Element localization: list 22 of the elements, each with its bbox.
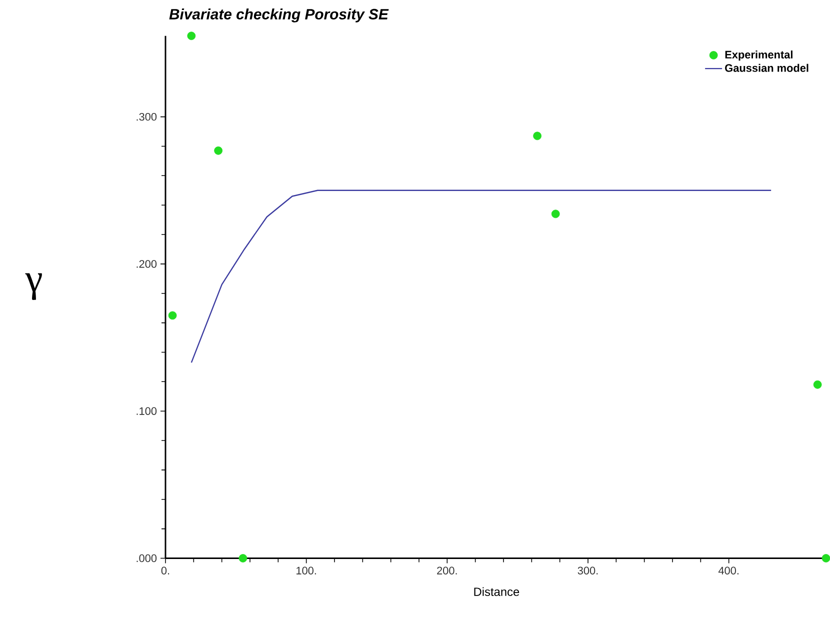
line-series [190, 190, 772, 364]
y-tick-label: .200 [136, 260, 157, 268]
point [238, 554, 248, 562]
x-tick-label: 100. [296, 566, 316, 574]
x-tick-label: 200. [437, 566, 457, 574]
point [533, 132, 542, 140]
point [551, 210, 560, 218]
chart-title: Bivariate checking Porosity SE [169, 8, 389, 22]
x-tick-label: 0. [161, 566, 170, 574]
x-tick-label: 400. [718, 566, 738, 574]
legend-label: Experimental [725, 50, 792, 61]
x-axis-title: Distance [474, 587, 520, 596]
point [813, 380, 822, 389]
y-tick-label: .000 [136, 554, 157, 562]
y-tick-label: .100 [136, 407, 157, 415]
x-tick-label: 300. [578, 566, 598, 574]
point [214, 146, 222, 155]
point [187, 32, 196, 40]
y-tick-label: .300 [136, 112, 157, 121]
point [168, 311, 177, 320]
legend-label: Gaussian model [725, 64, 808, 72]
y-axis-title: γ [25, 273, 42, 300]
